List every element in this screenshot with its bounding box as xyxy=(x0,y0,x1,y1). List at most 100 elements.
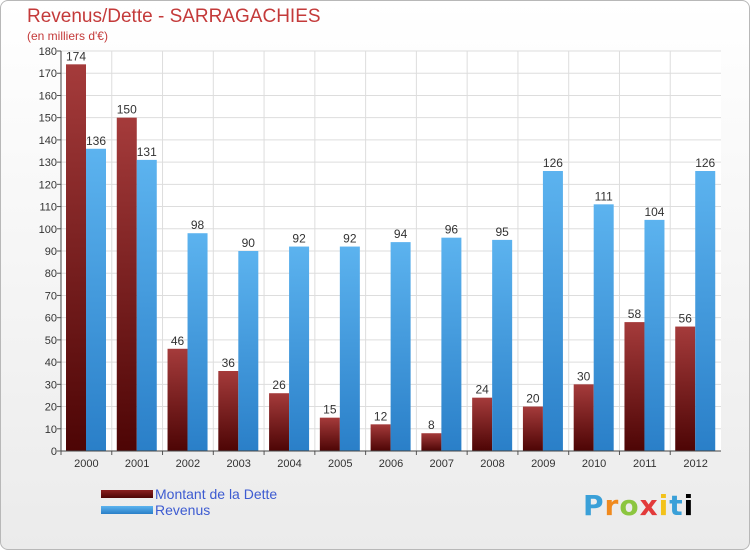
y-tick-label: 110 xyxy=(39,202,57,214)
logo-letter: r xyxy=(604,489,620,522)
bar-revenus xyxy=(238,251,259,451)
bar-dette xyxy=(370,424,391,451)
bar-revenus xyxy=(339,246,360,451)
data-label: 58 xyxy=(628,307,642,321)
bar-dette xyxy=(269,393,290,451)
data-label: 131 xyxy=(137,145,157,159)
legend-label-debt: Montant de la Dette xyxy=(155,486,278,502)
bar-dette xyxy=(218,371,239,451)
data-label: 20 xyxy=(526,392,540,406)
x-tick-label: 2008 xyxy=(480,458,504,470)
bar-revenus xyxy=(695,171,716,451)
bar-dette xyxy=(472,397,493,451)
legend-label-revenus: Revenus xyxy=(155,502,211,518)
y-tick-label: 130 xyxy=(39,157,57,169)
bar-revenus xyxy=(593,204,614,451)
bar-dette xyxy=(624,322,645,451)
x-tick-label: 2010 xyxy=(582,458,606,470)
x-tick-label: 2000 xyxy=(74,458,98,470)
proxiti-logo: Proxiti xyxy=(583,489,694,522)
bar-revenus xyxy=(542,171,563,451)
y-tick-label: 170 xyxy=(39,68,57,80)
y-tick-label: 70 xyxy=(45,290,57,302)
y-tick-label: 0 xyxy=(51,446,57,458)
x-tick-label: 2009 xyxy=(531,458,555,470)
logo-letter: o xyxy=(619,489,640,522)
y-tick-label: 120 xyxy=(39,179,57,191)
data-label: 46 xyxy=(171,334,185,348)
legend-swatch-revenus xyxy=(101,506,153,514)
data-label: 24 xyxy=(475,383,489,397)
y-tick-label: 40 xyxy=(45,357,57,369)
bar-revenus xyxy=(289,246,310,451)
y-tick-label: 180 xyxy=(39,46,57,58)
bar-dette xyxy=(319,417,340,451)
data-label: 94 xyxy=(394,227,408,241)
logo-letter: i xyxy=(658,489,670,522)
data-label: 8 xyxy=(428,418,435,432)
bar-dette xyxy=(573,384,594,451)
x-tick-label: 2007 xyxy=(430,458,454,470)
data-label: 126 xyxy=(543,156,563,170)
data-label: 96 xyxy=(445,223,459,237)
data-label: 90 xyxy=(242,236,256,250)
bar-dette xyxy=(522,406,543,451)
x-tick-label: 2012 xyxy=(683,458,707,470)
data-label: 12 xyxy=(374,409,388,423)
data-label: 111 xyxy=(595,189,614,203)
x-tick-label: 2003 xyxy=(226,458,250,470)
data-label: 98 xyxy=(191,218,205,232)
y-tick-label: 60 xyxy=(45,313,57,325)
x-tick-label: 2006 xyxy=(379,458,403,470)
y-tick-label: 90 xyxy=(45,246,57,258)
y-tick-label: 140 xyxy=(39,135,57,147)
y-tick-label: 80 xyxy=(45,268,57,280)
data-label: 95 xyxy=(495,225,509,239)
bar-revenus xyxy=(86,148,106,451)
y-tick-label: 100 xyxy=(39,224,57,236)
bar-dette xyxy=(116,117,137,452)
data-label: 36 xyxy=(222,356,236,370)
chart-title: Revenus/Dette - SARRAGACHIES xyxy=(27,6,321,27)
data-label: 136 xyxy=(86,134,106,148)
data-label: 104 xyxy=(644,205,664,219)
logo-letter: x xyxy=(639,489,659,522)
x-tick-label: 2011 xyxy=(633,458,657,470)
bar-dette xyxy=(167,348,188,451)
y-tick-label: 50 xyxy=(45,335,57,347)
data-label: 92 xyxy=(292,232,306,246)
bar-revenus xyxy=(644,219,665,451)
bar-revenus xyxy=(492,239,513,451)
data-label: 15 xyxy=(323,403,337,417)
data-label: 92 xyxy=(343,232,357,246)
bar-revenus xyxy=(441,237,462,451)
data-label: 56 xyxy=(679,312,693,326)
logo-letter: i xyxy=(683,489,695,522)
chart-subtitle: (en milliers d'€) xyxy=(27,29,108,43)
logo-letter: t xyxy=(669,489,684,522)
x-tick-label: 2004 xyxy=(277,458,301,470)
x-tick-label: 2002 xyxy=(176,458,200,470)
data-label: 174 xyxy=(66,49,86,63)
y-tick-label: 150 xyxy=(39,113,57,125)
y-tick-label: 30 xyxy=(45,379,57,391)
logo-letter: P xyxy=(583,489,605,522)
legend-swatch-debt xyxy=(101,490,153,498)
x-tick-label: 2001 xyxy=(125,458,149,470)
bar-revenus xyxy=(187,233,208,451)
data-label: 30 xyxy=(577,369,591,383)
y-tick-label: 20 xyxy=(45,402,57,414)
bar-dette xyxy=(66,64,86,452)
x-tick-label: 2005 xyxy=(328,458,352,470)
y-tick-label: 10 xyxy=(45,424,57,436)
data-label: 126 xyxy=(695,156,715,170)
data-label: 150 xyxy=(117,103,137,117)
bar-dette xyxy=(421,433,442,451)
bar-revenus xyxy=(390,242,411,451)
bar-revenus xyxy=(136,159,157,451)
y-tick-label: 160 xyxy=(39,90,57,102)
bar-dette xyxy=(675,326,696,451)
data-label: 26 xyxy=(272,378,286,392)
